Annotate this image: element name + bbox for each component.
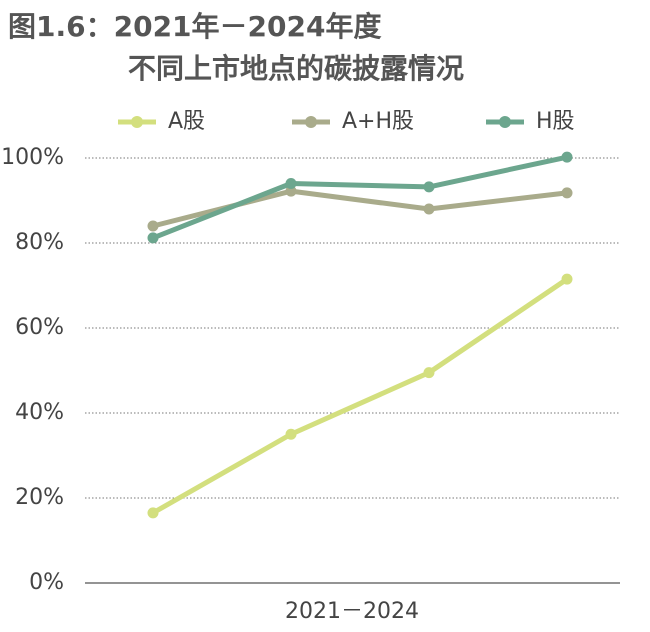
legend-label: A+H股 — [342, 109, 414, 134]
y-tick-label: 40% — [15, 400, 64, 425]
legend-marker — [131, 116, 143, 128]
y-tick-label: 80% — [15, 230, 64, 255]
legend-label: H股 — [536, 109, 575, 134]
x-axis-label: 2021－2024 — [285, 599, 419, 624]
legend-marker — [499, 116, 511, 128]
series-line — [152, 188, 568, 229]
y-tick-label: 20% — [15, 485, 64, 510]
chart-title: 图1.6：2021年－2024年度 — [8, 10, 381, 43]
series-line — [151, 277, 569, 516]
legend-label: A股 — [168, 109, 205, 134]
data-point — [561, 187, 573, 199]
data-point — [561, 273, 573, 285]
y-tick-label: 60% — [15, 315, 64, 340]
data-point — [423, 203, 435, 215]
legend-marker — [305, 116, 317, 128]
data-point — [285, 428, 297, 440]
y-tick-label: 100% — [1, 145, 64, 170]
data-point — [285, 178, 297, 189]
data-point — [147, 507, 159, 519]
data-point — [147, 220, 159, 232]
data-point — [561, 151, 573, 163]
data-point — [423, 367, 435, 379]
data-point — [285, 185, 297, 197]
data-point — [423, 181, 435, 193]
y-tick-label: 0% — [29, 570, 64, 595]
series-line — [152, 154, 568, 241]
data-point — [147, 232, 159, 244]
chart-subtitle: 不同上市地点的碳披露情况 — [128, 52, 464, 85]
